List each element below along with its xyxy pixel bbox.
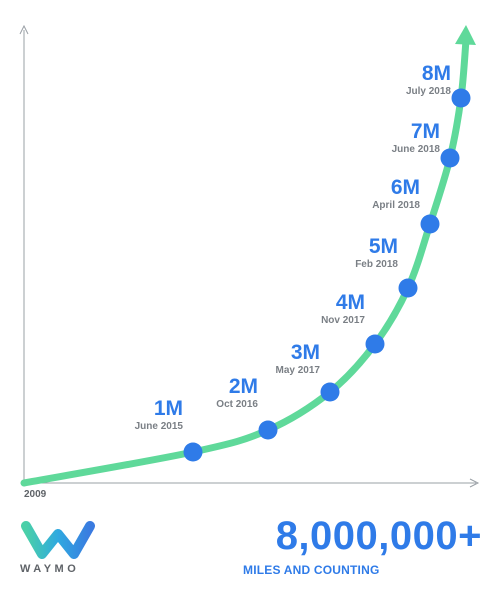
chart-axes: [19, 24, 480, 488]
milestone-value-label: 8M: [422, 62, 451, 85]
milestone-date-label: June 2018: [392, 144, 441, 155]
milestone-point: [440, 148, 460, 168]
milestone-date-label: Nov 2017: [321, 315, 365, 326]
milestone-value-label: 7M: [411, 120, 440, 143]
milestone-date-label: June 2015: [135, 421, 184, 432]
milestone-date-label: April 2018: [372, 200, 420, 211]
milestone-value-label: 6M: [391, 176, 420, 199]
milestone-value-label: 5M: [369, 235, 398, 258]
milestone-value-label: 1M: [154, 397, 183, 420]
milestone-point: [451, 88, 471, 108]
milestone-point: [258, 420, 278, 440]
headline-tagline: MILES AND COUNTING: [243, 563, 380, 577]
x-axis-start-label: 2009: [24, 489, 47, 500]
milestone-date-label: July 2018: [406, 86, 451, 97]
x-axis-arrow-icon: [469, 478, 480, 488]
milestone-point: [183, 442, 203, 462]
milestone-date-label: Feb 2018: [355, 259, 398, 270]
waymo-logo-icon: [21, 521, 95, 559]
milestone-value-label: 4M: [336, 291, 365, 314]
milestone-markers: [183, 88, 471, 462]
curve-arrowhead-icon: [455, 25, 476, 45]
milestone-point: [420, 214, 440, 234]
brand-wordmark: WAYMO: [20, 563, 80, 575]
miles-curve: [20, 36, 470, 487]
headline-number: 8,000,000+: [275, 514, 482, 558]
milestone-date-label: May 2017: [276, 365, 321, 376]
milestone-point: [398, 278, 418, 298]
milestone-value-label: 2M: [229, 375, 258, 398]
milestone-value-label: 3M: [291, 341, 320, 364]
milestone-point: [365, 334, 385, 354]
y-axis-arrow-icon: [19, 24, 29, 35]
milestone-point: [320, 382, 340, 402]
milestone-date-label: Oct 2016: [216, 399, 258, 410]
